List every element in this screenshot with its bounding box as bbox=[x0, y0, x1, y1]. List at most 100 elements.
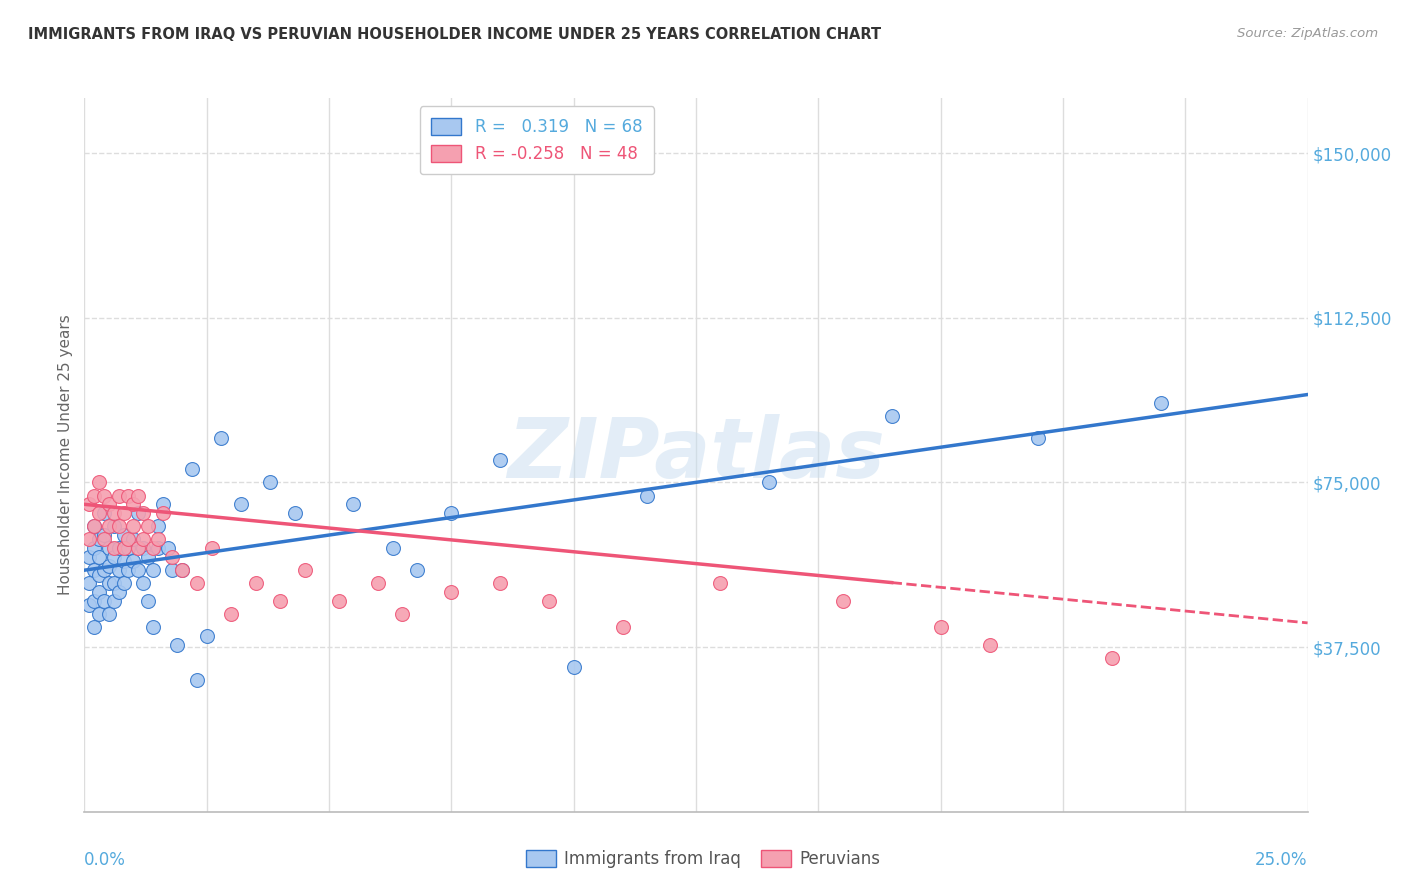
Point bbox=[342, 497, 364, 511]
Point bbox=[132, 533, 155, 547]
Text: 25.0%: 25.0% bbox=[1256, 851, 1308, 869]
Point bbox=[612, 620, 634, 634]
Point bbox=[152, 506, 174, 520]
Point bbox=[562, 660, 585, 674]
Point bbox=[87, 585, 110, 599]
Point bbox=[97, 576, 120, 591]
Point bbox=[77, 576, 100, 591]
Text: IMMIGRANTS FROM IRAQ VS PERUVIAN HOUSEHOLDER INCOME UNDER 25 YEARS CORRELATION C: IMMIGRANTS FROM IRAQ VS PERUVIAN HOUSEHO… bbox=[28, 27, 882, 42]
Point bbox=[162, 563, 184, 577]
Point bbox=[83, 489, 105, 503]
Point bbox=[112, 576, 135, 591]
Point bbox=[146, 541, 169, 556]
Y-axis label: Householder Income Under 25 years: Householder Income Under 25 years bbox=[58, 315, 73, 595]
Point bbox=[77, 533, 100, 547]
Point bbox=[162, 549, 184, 564]
Point bbox=[97, 541, 120, 556]
Point bbox=[93, 528, 115, 542]
Point bbox=[97, 519, 120, 533]
Point bbox=[1150, 396, 1173, 410]
Point bbox=[87, 607, 110, 621]
Point bbox=[142, 541, 165, 556]
Point bbox=[136, 594, 159, 608]
Point bbox=[103, 506, 125, 520]
Point bbox=[195, 629, 218, 643]
Point bbox=[209, 432, 232, 446]
Point bbox=[1028, 432, 1050, 446]
Point bbox=[83, 519, 105, 533]
Point bbox=[97, 607, 120, 621]
Point bbox=[142, 563, 165, 577]
Point bbox=[929, 620, 952, 634]
Point bbox=[97, 558, 120, 573]
Point bbox=[87, 567, 110, 582]
Point bbox=[93, 563, 115, 577]
Point bbox=[103, 576, 125, 591]
Point bbox=[83, 541, 105, 556]
Point bbox=[172, 563, 194, 577]
Point bbox=[136, 549, 159, 564]
Point bbox=[107, 519, 129, 533]
Point bbox=[391, 607, 413, 621]
Point bbox=[103, 549, 125, 564]
Point bbox=[103, 541, 125, 556]
Point bbox=[636, 489, 658, 503]
Point bbox=[146, 519, 169, 533]
Point bbox=[1101, 651, 1123, 665]
Point bbox=[328, 594, 350, 608]
Point bbox=[83, 620, 105, 634]
Point bbox=[538, 594, 561, 608]
Point bbox=[93, 594, 115, 608]
Point bbox=[489, 576, 512, 591]
Point bbox=[831, 594, 853, 608]
Point bbox=[758, 475, 780, 490]
Point bbox=[122, 533, 145, 547]
Point bbox=[132, 506, 155, 520]
Point bbox=[122, 519, 145, 533]
Point bbox=[117, 563, 139, 577]
Point bbox=[93, 489, 115, 503]
Point bbox=[77, 497, 100, 511]
Point bbox=[103, 594, 125, 608]
Point bbox=[284, 506, 307, 520]
Point bbox=[132, 541, 155, 556]
Point bbox=[172, 563, 194, 577]
Point bbox=[93, 533, 115, 547]
Point bbox=[294, 563, 316, 577]
Point bbox=[107, 585, 129, 599]
Point bbox=[83, 519, 105, 533]
Point bbox=[112, 506, 135, 520]
Point bbox=[146, 533, 169, 547]
Point bbox=[142, 620, 165, 634]
Point bbox=[381, 541, 404, 556]
Point bbox=[87, 475, 110, 490]
Point bbox=[112, 554, 135, 568]
Point bbox=[406, 563, 429, 577]
Point bbox=[107, 489, 129, 503]
Point bbox=[186, 576, 208, 591]
Text: Source: ZipAtlas.com: Source: ZipAtlas.com bbox=[1237, 27, 1378, 40]
Legend: R =   0.319   N = 68, R = -0.258   N = 48: R = 0.319 N = 68, R = -0.258 N = 48 bbox=[420, 106, 654, 175]
Point bbox=[186, 673, 208, 687]
Point bbox=[107, 541, 129, 556]
Point bbox=[83, 594, 105, 608]
Point bbox=[152, 497, 174, 511]
Point bbox=[219, 607, 242, 621]
Point bbox=[367, 576, 389, 591]
Point bbox=[87, 549, 110, 564]
Point bbox=[83, 563, 105, 577]
Point bbox=[97, 497, 120, 511]
Point bbox=[127, 541, 149, 556]
Point bbox=[112, 541, 135, 556]
Point bbox=[440, 585, 463, 599]
Point bbox=[156, 541, 179, 556]
Point bbox=[117, 489, 139, 503]
Point bbox=[127, 506, 149, 520]
Point bbox=[127, 489, 149, 503]
Point bbox=[181, 462, 204, 476]
Point bbox=[880, 409, 903, 424]
Point bbox=[229, 497, 252, 511]
Point bbox=[107, 563, 129, 577]
Point bbox=[87, 533, 110, 547]
Point bbox=[112, 528, 135, 542]
